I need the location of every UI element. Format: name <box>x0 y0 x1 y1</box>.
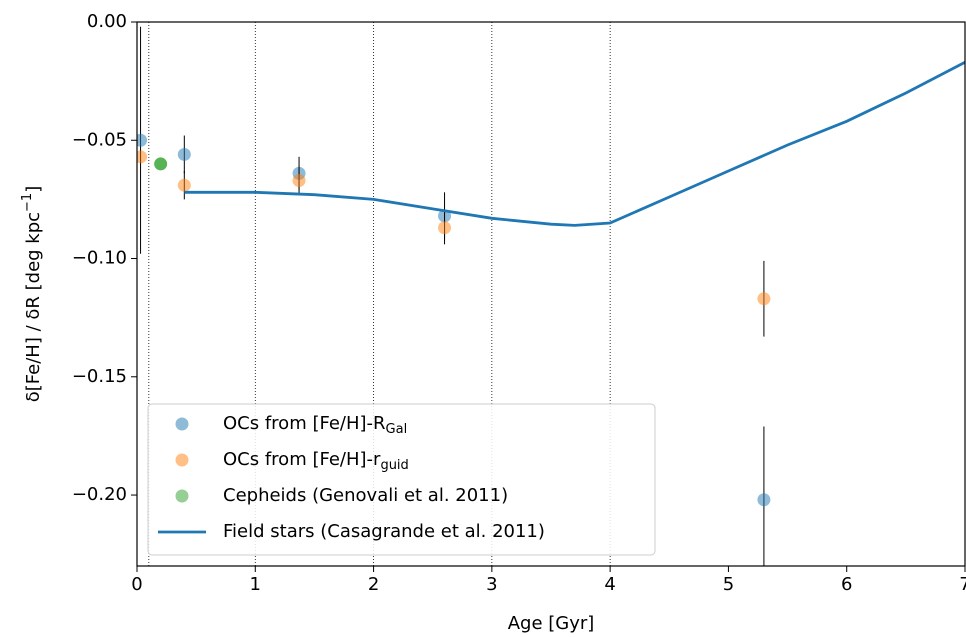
legend: OCs from [Fe/H]-RGal OCs from [Fe/H]-rgui… <box>147 403 656 556</box>
legend-label: Field stars (Casagrande et al. 2011) <box>223 521 545 542</box>
data-line <box>184 60 966 227</box>
legend-label-text: Field stars (Casagrande et al. 2011) <box>223 521 545 542</box>
legend-box <box>147 403 656 556</box>
y-tick-label: −0.05 <box>72 129 127 150</box>
y-axis-label: δ[Fe/H] / δR [deg kpc−1] <box>20 186 45 402</box>
legend-label-text: Cepheids (Genovali et al. 2011) <box>223 485 508 506</box>
data-point <box>137 150 148 164</box>
y-tick-label: 0.00 <box>87 11 127 32</box>
y-label-sup: −1 <box>20 193 35 212</box>
x-axis-label: Age [Gyr] <box>508 613 595 634</box>
plot-area <box>137 22 966 566</box>
data-point <box>137 133 148 147</box>
data-point <box>292 173 306 187</box>
legend-label-text: OCs from [Fe/H]-r <box>223 449 381 470</box>
y-label-text: δ[Fe/H] / δR [deg kpc <box>23 212 44 402</box>
legend-label: Cepheids (Genovali et al. 2011) <box>223 485 508 506</box>
x-tick-label: 2 <box>368 574 379 595</box>
y-tick-label: −0.15 <box>72 366 127 387</box>
legend-swatch <box>175 489 189 503</box>
x-tick-label: 3 <box>486 574 497 595</box>
axes-frame <box>136 21 966 567</box>
legend-label-sub: Gal <box>386 422 408 437</box>
data-point <box>154 157 168 171</box>
x-tick-label: 6 <box>841 574 852 595</box>
x-tick-label: 0 <box>131 574 142 595</box>
x-tick-label: 1 <box>250 574 261 595</box>
data-point <box>177 178 191 192</box>
y-label-end: ] <box>23 186 44 193</box>
legend-swatch <box>175 417 189 431</box>
data-point <box>438 221 452 235</box>
legend-swatch <box>175 453 189 467</box>
legend-label: OCs from [Fe/H]-RGal <box>223 413 407 437</box>
legend-label-sub: guid <box>380 458 408 473</box>
x-tick-label: 7 <box>959 574 966 595</box>
y-tick-label: −0.20 <box>72 484 127 505</box>
data-point <box>757 493 771 507</box>
x-tick-label: 5 <box>723 574 734 595</box>
x-tick-label: 4 <box>604 574 615 595</box>
data-point <box>177 147 191 161</box>
legend-label: OCs from [Fe/H]-rguid <box>223 449 409 473</box>
legend-label-text: OCs from [Fe/H]-R <box>223 413 386 434</box>
y-tick-label: −0.10 <box>72 248 127 269</box>
data-point <box>757 292 771 306</box>
